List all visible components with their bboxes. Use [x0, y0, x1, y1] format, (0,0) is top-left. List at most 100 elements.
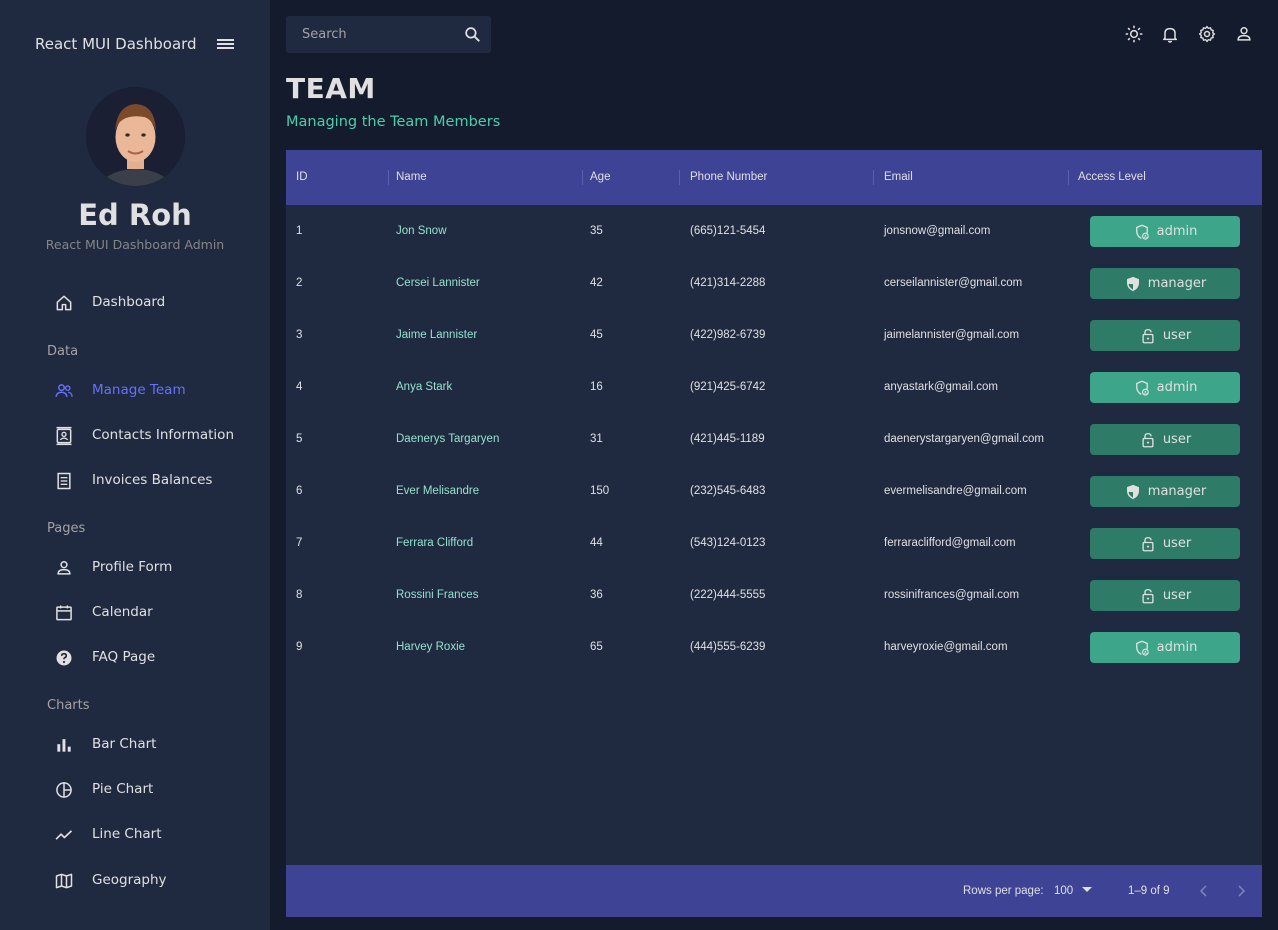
access-badge[interactable]: admin	[1090, 216, 1240, 247]
profile-role: React MUI Dashboard Admin	[45, 237, 225, 252]
sidebar-item-contacts[interactable]: Contacts Information	[0, 420, 270, 450]
cell-email: jaimelannister@gmail.com	[884, 329, 1020, 341]
sidebar: React MUI Dashboard Ed Roh React MUI Das…	[0, 0, 270, 930]
menu-icon[interactable]	[217, 37, 235, 51]
rows-per-page-select[interactable]: 100	[1054, 885, 1074, 897]
access-badge[interactable]: admin	[1090, 372, 1240, 403]
cell-email: ferraraclifford@gmail.com	[884, 537, 1016, 549]
map-icon	[54, 871, 74, 891]
cell-phone: (222)444-5555	[690, 589, 766, 601]
line-chart-icon	[54, 825, 74, 845]
access-badge[interactable]: user	[1090, 320, 1240, 351]
sidebar-item-invoices[interactable]: Invoices Balances	[0, 465, 270, 495]
people-icon	[54, 381, 74, 401]
cell-name: Ferrara Clifford	[396, 537, 474, 549]
previous-page-button[interactable]	[1197, 883, 1211, 899]
column-header-phone[interactable]: Phone Number	[690, 171, 768, 183]
table-row[interactable]: 2 Cersei Lannister 42 (421)314-2288 cerseila…	[286, 257, 1262, 309]
avatar	[86, 87, 185, 186]
sidebar-item-label: Bar Chart	[92, 736, 157, 752]
lock-open-icon	[1139, 327, 1157, 345]
search-box	[286, 16, 491, 53]
sidebar-item-pie-chart[interactable]: Pie Chart	[0, 774, 270, 804]
cell-age: 44	[590, 537, 603, 549]
access-label: admin	[1156, 640, 1198, 655]
cell-id: 8	[296, 589, 303, 601]
cell-name: Jon Snow	[396, 225, 447, 237]
sidebar-item-label: Invoices Balances	[92, 472, 213, 488]
sidebar-item-label: Line Chart	[92, 826, 162, 842]
sidebar-item-manage-team[interactable]: Manage Team	[0, 375, 270, 405]
table-row[interactable]: 4 Anya Stark 16 (921)425-6742 anyastark@gmai…	[286, 361, 1262, 413]
cell-email: anyastark@gmail.com	[884, 381, 998, 393]
settings-icon[interactable]	[1197, 24, 1217, 44]
access-badge[interactable]: manager	[1090, 268, 1240, 299]
cell-email: jonsnow@gmail.com	[884, 225, 991, 237]
column-header-email[interactable]: Email	[884, 171, 913, 183]
cell-id: 1	[296, 225, 303, 237]
column-header-access[interactable]: Access Level	[1078, 171, 1146, 183]
search-icon[interactable]	[463, 25, 482, 44]
sidebar-item-profile-form[interactable]: Profile Form	[0, 552, 270, 582]
table-row[interactable]: 3 Jaime Lannister 45 (422)982-6739 jaimelann…	[286, 309, 1262, 361]
cell-id: 9	[296, 641, 303, 653]
access-badge[interactable]: user	[1090, 424, 1240, 455]
access-badge[interactable]: admin	[1090, 632, 1240, 663]
cell-email: evermelisandre@gmail.com	[884, 485, 1027, 497]
sidebar-item-calendar[interactable]: Calendar	[0, 597, 270, 627]
sidebar-item-label: Manage Team	[92, 382, 186, 398]
calendar-icon	[54, 603, 74, 623]
sidebar-item-geography[interactable]: Geography	[0, 865, 270, 895]
access-label: user	[1162, 536, 1192, 551]
table-row[interactable]: 9 Harvey Roxie 65 (444)555-6239 harveyroxie@…	[286, 621, 1262, 673]
access-badge[interactable]: user	[1090, 580, 1240, 611]
cell-phone: (444)555-6239	[690, 641, 766, 653]
cell-id: 4	[296, 381, 303, 393]
access-badge[interactable]: user	[1090, 528, 1240, 559]
cell-id: 5	[296, 433, 303, 445]
pagination-range: 1–9 of 9	[1128, 885, 1170, 897]
section-pages: Pages	[47, 521, 86, 536]
sidebar-item-label: Dashboard	[92, 294, 166, 310]
sidebar-item-dashboard[interactable]: Dashboard	[0, 287, 270, 317]
cell-phone: (421)314-2288	[690, 277, 766, 289]
column-header-age[interactable]: Age	[590, 171, 611, 183]
page-subtitle: Managing the Team Members	[286, 114, 501, 130]
table-row[interactable]: 6 Ever Melisandre 150 (232)545-6483 evermeli…	[286, 465, 1262, 517]
column-header-id[interactable]: ID	[296, 171, 308, 183]
table-row[interactable]: 1 Jon Snow 35 (665)121-5454 jonsnow@gmail.co…	[286, 205, 1262, 257]
cell-email: harveyroxie@gmail.com	[884, 641, 1008, 653]
cell-name: Harvey Roxie	[396, 641, 466, 653]
access-label: manager	[1147, 276, 1207, 291]
column-header-name[interactable]: Name	[396, 171, 427, 183]
access-badge[interactable]: manager	[1090, 476, 1240, 507]
pie-chart-icon	[54, 780, 74, 800]
next-page-button[interactable]	[1234, 883, 1248, 899]
admin-shield-icon	[1133, 639, 1151, 657]
search-input[interactable]	[302, 16, 452, 53]
table-row[interactable]: 5 Daenerys Targaryen 31 (421)445-1189 daener…	[286, 413, 1262, 465]
sidebar-item-line-chart[interactable]: Line Chart	[0, 819, 270, 849]
chevron-down-icon[interactable]	[1082, 887, 1092, 892]
security-shield-icon	[1124, 275, 1142, 293]
brand-title: React MUI Dashboard	[35, 35, 197, 53]
light-mode-icon[interactable]	[1124, 24, 1144, 44]
access-label: admin	[1156, 380, 1198, 395]
person-icon[interactable]	[1234, 24, 1254, 44]
cell-name: Ever Melisandre	[396, 485, 480, 497]
sidebar-item-faq[interactable]: FAQ Page	[0, 642, 270, 672]
page-title: TEAM	[286, 72, 376, 105]
access-label: user	[1162, 588, 1192, 603]
cell-name: Cersei Lannister	[396, 277, 480, 289]
table-row[interactable]: 8 Rossini Frances 36 (222)444-5555 rossinifr…	[286, 569, 1262, 621]
cell-age: 36	[590, 589, 603, 601]
notifications-icon[interactable]	[1160, 24, 1180, 44]
sidebar-item-bar-chart[interactable]: Bar Chart	[0, 729, 270, 759]
sidebar-item-label: Contacts Information	[92, 427, 234, 443]
cell-age: 45	[590, 329, 603, 341]
access-label: user	[1162, 432, 1192, 447]
lock-open-icon	[1139, 431, 1157, 449]
cell-name: Anya Stark	[396, 381, 453, 393]
table-row[interactable]: 7 Ferrara Clifford 44 (543)124-0123 ferrarac…	[286, 517, 1262, 569]
cell-age: 35	[590, 225, 603, 237]
